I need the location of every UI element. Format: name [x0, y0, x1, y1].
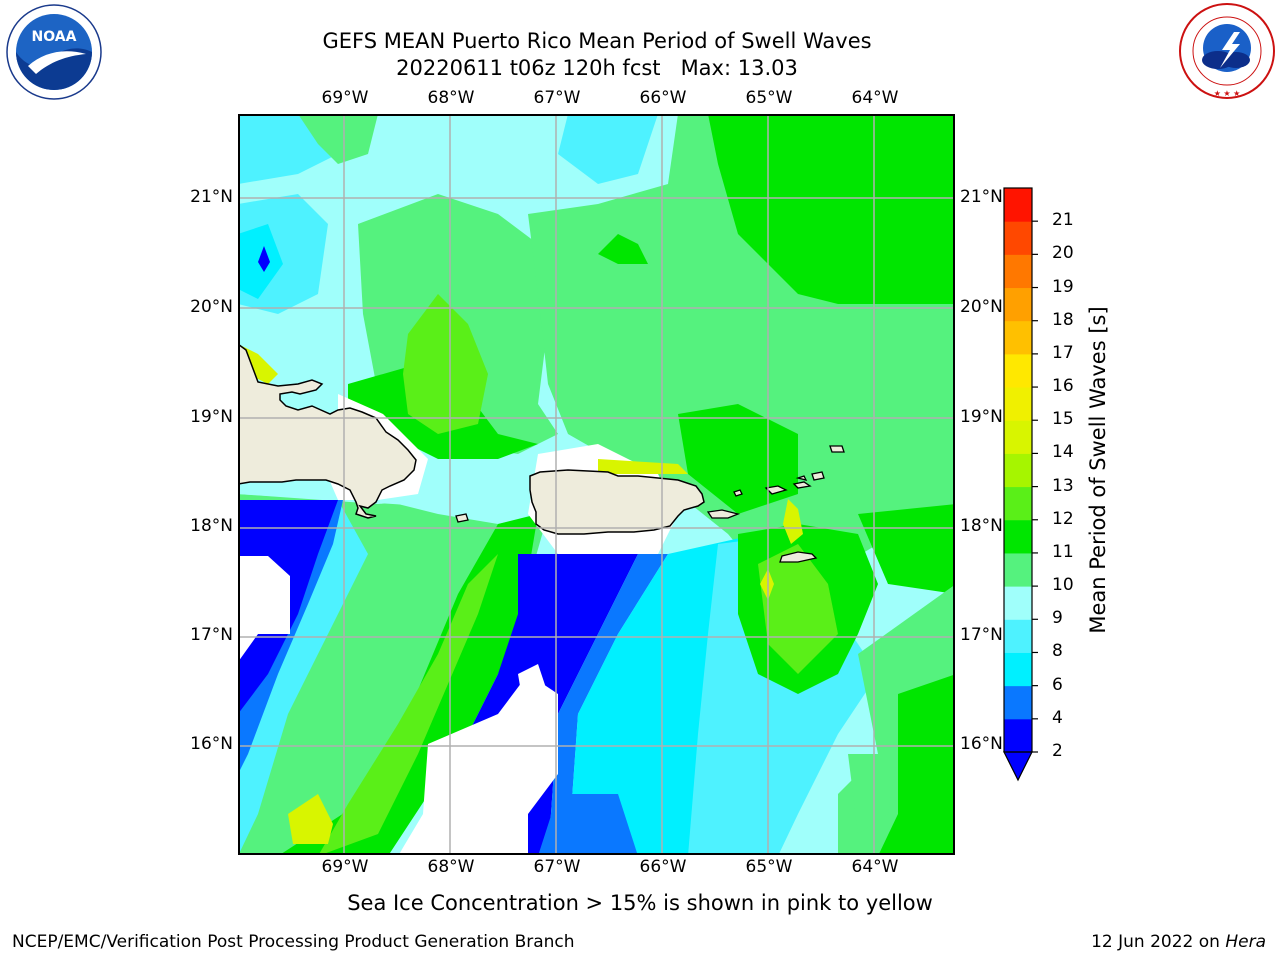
lat-label-left: 18°N [190, 516, 233, 536]
field-12-13-sw [288, 794, 333, 844]
map-title: GEFS MEAN Puerto Rico Mean Period of Swe… [322, 29, 872, 53]
lat-label-right: 19°N [960, 407, 1003, 427]
field-11-12-north [403, 294, 488, 434]
lat-label-right: 20°N [960, 297, 1003, 317]
lon-label-top: 64°W [851, 88, 899, 108]
colorbar-tick-label: 4 [1052, 707, 1063, 728]
lon-label-top: 69°W [321, 88, 369, 108]
map-frame [238, 114, 955, 855]
lat-label-left: 21°N [190, 187, 233, 207]
colorbar-segment [1004, 586, 1032, 620]
colorbar-segment [1004, 221, 1032, 255]
field-12-13-pr [598, 459, 688, 474]
colorbar-segment [1004, 420, 1032, 454]
puerto-rico-land [529, 469, 705, 535]
colorbar-tick-label: 17 [1052, 342, 1074, 363]
lat-label-right: 16°N [960, 734, 1003, 754]
lat-label-left: 20°N [190, 297, 233, 317]
colorbar-segment [1004, 718, 1032, 753]
field-12-13-se [783, 499, 803, 544]
colorbar-segment [1004, 320, 1032, 355]
lat-label-left: 19°N [190, 407, 233, 427]
lon-label-bottom: 68°W [427, 857, 475, 877]
field-11-12-sw [319, 554, 498, 854]
colorbar-tick-label: 2 [1052, 741, 1063, 761]
missing-data-south [399, 664, 558, 854]
field-12-13-se2 [760, 569, 774, 600]
lon-label-bottom: 66°W [639, 857, 687, 877]
colorbar-segments [1004, 188, 1032, 753]
field-2-4-c2 [538, 794, 638, 854]
colorbar-title: Mean Period of Swell Waves [s] [1086, 306, 1110, 634]
colorbar-tick-label: 15 [1052, 409, 1074, 430]
colorbar-segment [1004, 387, 1032, 421]
colorbar-segment [1004, 353, 1032, 388]
lon-label-top: 67°W [533, 88, 581, 108]
lat-label-left: 17°N [190, 625, 233, 645]
colorbar-tick-label: 19 [1052, 276, 1074, 297]
colorbar-segment [1004, 188, 1032, 222]
lon-label-bottom: 67°W [533, 857, 581, 877]
map-subtitle: 20220611 t06z 120h fcst Max: 13.03 [396, 56, 798, 80]
lon-label-top: 66°W [639, 88, 687, 108]
colorbar [1003, 187, 1038, 782]
sea-ice-note: Sea Ice Concentration > 15% is shown in … [347, 891, 933, 915]
colorbar-tick-label: 6 [1052, 674, 1063, 695]
colorbar-tick-label: 10 [1052, 575, 1074, 596]
lat-label-right: 21°N [960, 187, 1003, 207]
field-11-12-se [758, 544, 838, 674]
missing-data-area [239, 556, 290, 661]
colorbar-tick-label: 14 [1052, 442, 1074, 463]
colorbar-segment [1004, 685, 1032, 720]
colorbar-tick-label: 20 [1052, 243, 1074, 264]
hispaniola-land [239, 343, 417, 519]
colorbar-segment [1004, 453, 1032, 488]
field-10-11-se2 [878, 674, 954, 854]
lon-label-top: 68°W [427, 88, 475, 108]
field-9-10-se3 [848, 754, 898, 834]
lon-label-top: 65°W [745, 88, 793, 108]
swell-period-map [238, 114, 955, 855]
nws-logo: ★ ★ ★ [1179, 3, 1275, 99]
colorbar-tick-label: 16 [1052, 376, 1074, 397]
small-islands [455, 445, 845, 563]
footer-date-text: 12 Jun 2022 on [1091, 932, 1226, 952]
field-8-9-sw [239, 494, 568, 524]
lat-label-left: 16°N [190, 734, 233, 754]
colorbar-segment [1004, 287, 1032, 322]
colorbar-tick-label: 12 [1052, 508, 1074, 529]
colorbar-segment [1004, 652, 1032, 687]
footer-organization: NCEP/EMC/Verification Post Processing Pr… [12, 932, 575, 952]
lon-label-bottom: 69°W [321, 857, 369, 877]
svg-text:★ ★ ★: ★ ★ ★ [1214, 89, 1241, 98]
lat-label-right: 18°N [960, 516, 1003, 536]
noaa-logo-text: NOAA [32, 29, 77, 45]
colorbar-tick-label: 11 [1052, 541, 1074, 562]
colorbar-tick-label: 13 [1052, 475, 1074, 496]
colorbar-segment [1004, 486, 1032, 521]
colorbar-segment [1004, 619, 1032, 653]
lat-label-right: 17°N [960, 625, 1003, 645]
colorbar-segment [1004, 519, 1032, 554]
noaa-logo: NOAA [6, 4, 102, 100]
colorbar-tick-label: 21 [1052, 210, 1074, 231]
footer-host: Hera [1225, 932, 1266, 952]
colorbar-segment [1004, 552, 1032, 587]
colorbar-tick-label: 18 [1052, 309, 1074, 330]
field-2-min [258, 246, 270, 272]
colorbar-tick-label: 9 [1052, 608, 1063, 629]
colorbar-under-arrow [1003, 751, 1033, 782]
colorbar-tick-label: 8 [1052, 641, 1063, 662]
colorbar-frame [1003, 187, 1033, 753]
lon-label-bottom: 65°W [745, 857, 793, 877]
lon-label-bottom: 64°W [851, 857, 899, 877]
colorbar-segment [1004, 254, 1032, 289]
map-gridlines [239, 115, 954, 854]
colorbar-ticks [1032, 220, 1038, 753]
footer-date: 12 Jun 2022 on Hera [1091, 932, 1266, 952]
